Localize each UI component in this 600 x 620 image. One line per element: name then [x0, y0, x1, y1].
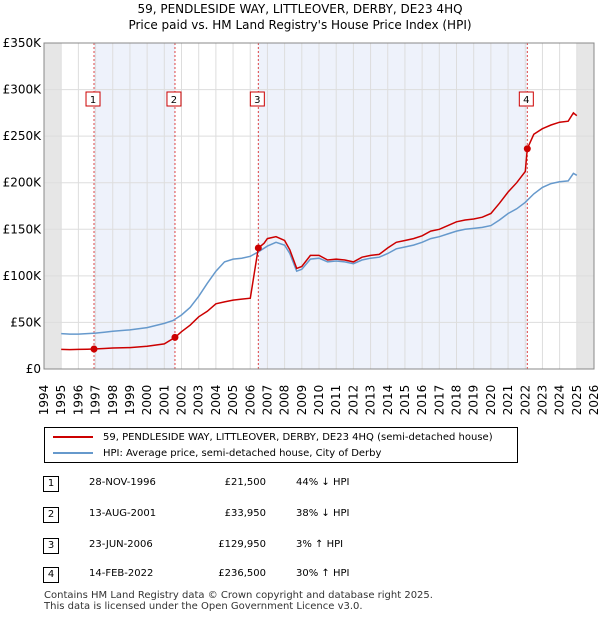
legend: 59, PENDLESIDE WAY, LITTLEOVER, DERBY, D…: [44, 427, 518, 463]
x-tick-label: 2019: [467, 385, 481, 416]
shaded-period: [576, 43, 594, 369]
sale-number-box: [85, 91, 101, 107]
sale-point: [523, 145, 531, 153]
plot-frame: [43, 42, 595, 370]
x-tick-label: 2006: [243, 385, 257, 416]
x-tick-label: 2018: [450, 385, 464, 416]
transaction-date: 13-AUG-2001: [89, 508, 157, 519]
x-tick-label: 2003: [192, 385, 206, 416]
sale-number-label: 4: [523, 95, 529, 106]
transaction-date: 14-FEB-2022: [89, 568, 154, 579]
transaction-hpi-diff: 3% ↑ HPI: [296, 539, 344, 550]
x-tick-label: 1997: [89, 385, 103, 416]
transaction-date: 23-JUN-2006: [89, 539, 153, 550]
x-tick-label: 2011: [329, 385, 343, 416]
sale-number-box: [166, 91, 182, 107]
sale-period-band: [94, 43, 175, 369]
x-tick-label: 2013: [364, 385, 378, 416]
x-tick-label: 1999: [123, 385, 137, 416]
y-tick-label: £100K: [3, 269, 43, 283]
x-tick-label: 2017: [432, 385, 446, 416]
legend-line-hpi: [53, 452, 93, 454]
x-tick-label: 1996: [71, 385, 85, 416]
x-tick-label: 2023: [535, 385, 549, 416]
y-tick-label: £150K: [3, 222, 43, 236]
x-tick-label: 2002: [175, 385, 189, 416]
legend-item-property: 59, PENDLESIDE WAY, LITTLEOVER, DERBY, D…: [53, 429, 493, 445]
legend-line-property: [53, 436, 93, 438]
y-tick-label: £300K: [3, 83, 43, 97]
x-tick-label: 1994: [37, 385, 51, 416]
x-tick-label: 2025: [570, 385, 584, 416]
transaction-price: £21,500: [224, 477, 266, 488]
x-tick-label: 1998: [106, 385, 120, 416]
transaction-hpi-diff: 38% ↓ HPI: [296, 508, 350, 519]
legend-item-hpi: HPI: Average price, semi-detached house,…: [53, 445, 381, 461]
sale-point: [254, 244, 262, 252]
x-tick-label: 2024: [553, 385, 567, 416]
legend-label-hpi: HPI: Average price, semi-detached house,…: [103, 447, 382, 459]
sale-number-label: 2: [171, 95, 177, 106]
sale-number-box: [518, 91, 534, 107]
footer: Contains HM Land Registry data © Crown c…: [44, 590, 433, 612]
transaction-number: 2: [43, 507, 59, 523]
sale-point: [90, 345, 98, 353]
chart-title: 59, PENDLESIDE WAY, LITTLEOVER, DERBY, D…: [137, 2, 462, 16]
x-tick-label: 2004: [209, 385, 223, 416]
x-tick-label: 2016: [415, 385, 429, 416]
shaded-period: [44, 43, 62, 369]
chart-subtitle: Price paid vs. HM Land Registry's House …: [128, 18, 471, 32]
x-tick-label: 2026: [587, 385, 600, 416]
transaction-row: 2 13-AUG-2001 £33,950 38% ↓ HPI: [0, 506, 600, 526]
sale-number-label: 1: [90, 95, 96, 106]
transaction-row: 4 14-FEB-2022 £236,500 30% ↑ HPI: [0, 566, 600, 586]
footer-copyright: Contains HM Land Registry data © Crown c…: [44, 590, 433, 601]
x-tick-label: 2012: [346, 385, 360, 416]
sale-number-label: 3: [254, 95, 260, 106]
transaction-price: £33,950: [224, 508, 266, 519]
transaction-date: 28-NOV-1996: [89, 477, 156, 488]
transaction-price: £129,950: [218, 539, 266, 550]
x-tick-label: 2015: [398, 385, 412, 416]
price-chart: 59, PENDLESIDE WAY, LITTLEOVER, DERBY, D…: [3, 2, 600, 416]
footer-licence: This data is licensed under the Open Gov…: [44, 601, 363, 612]
transaction-number: 4: [43, 567, 59, 583]
transaction-number: 1: [43, 476, 59, 492]
x-tick-label: 2005: [226, 385, 240, 416]
x-tick-label: 2021: [501, 385, 515, 416]
sale-period-band: [258, 43, 528, 369]
x-tick-label: 2014: [381, 385, 395, 416]
y-tick-label: £50K: [10, 315, 42, 329]
x-tick-label: 1995: [54, 385, 68, 416]
x-tick-label: 2007: [260, 385, 274, 416]
y-tick-label: £0: [26, 362, 41, 376]
transaction-price: £236,500: [218, 568, 266, 579]
x-tick-label: 2009: [295, 385, 309, 416]
x-tick-label: 2020: [484, 385, 498, 416]
y-tick-label: £350K: [3, 36, 43, 50]
transaction-row: 1 28-NOV-1996 £21,500 44% ↓ HPI: [0, 475, 600, 495]
sale-point: [171, 333, 179, 341]
x-tick-label: 2010: [312, 385, 326, 416]
transaction-row: 3 23-JUN-2006 £129,950 3% ↑ HPI: [0, 537, 600, 557]
x-tick-label: 2022: [518, 385, 532, 416]
y-tick-label: £200K: [3, 176, 43, 190]
transaction-hpi-diff: 44% ↓ HPI: [296, 477, 350, 488]
x-tick-label: 2001: [157, 385, 171, 416]
transaction-hpi-diff: 30% ↑ HPI: [296, 568, 350, 579]
x-tick-label: 2000: [140, 385, 154, 416]
legend-label-property: 59, PENDLESIDE WAY, LITTLEOVER, DERBY, D…: [103, 431, 493, 443]
x-tick-label: 2008: [278, 385, 292, 416]
transaction-number: 3: [43, 538, 59, 554]
sale-number-box: [249, 91, 265, 107]
hpi-line: [61, 172, 578, 335]
y-tick-label: £250K: [3, 129, 43, 143]
